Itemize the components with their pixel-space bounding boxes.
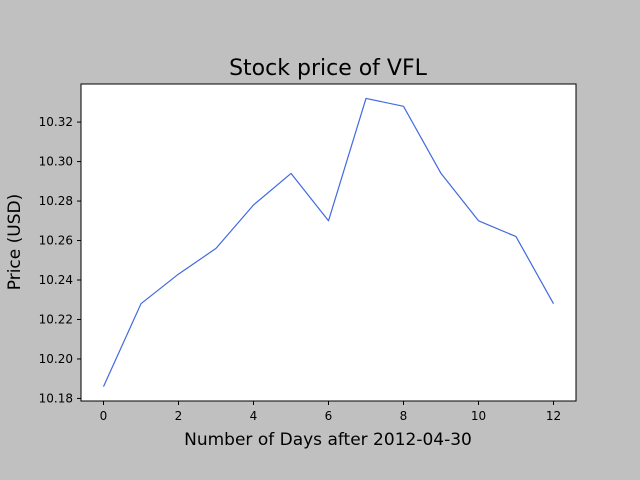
y-tick-label: 10.18 xyxy=(39,391,73,405)
y-tick-label: 10.28 xyxy=(39,194,73,208)
plot-area xyxy=(80,83,577,402)
y-tick-label: 10.32 xyxy=(39,115,73,129)
x-tick-label: 4 xyxy=(250,409,258,423)
x-tick-label: 8 xyxy=(400,409,408,423)
x-tick-label: 12 xyxy=(546,409,561,423)
y-tick-label: 10.22 xyxy=(39,312,73,326)
series-layer xyxy=(102,97,555,387)
x-tick-label: 0 xyxy=(100,409,108,423)
x-tick-label: 2 xyxy=(175,409,183,423)
y-tick-label: 10.24 xyxy=(39,273,73,287)
series-line xyxy=(102,97,555,387)
y-axis: 10.18 10.20 10.22 10.24 10.26 10.28 10.30 10.32 xyxy=(39,115,81,405)
y-tick-label: 10.20 xyxy=(39,352,73,366)
y-axis-label: Price (USD) xyxy=(5,194,25,290)
x-axis-label: Number of Days after 2012-04-30 xyxy=(184,430,472,450)
x-tick-label: 10 xyxy=(471,409,486,423)
x-axis: 0 2 4 6 8 10 12 xyxy=(100,401,561,423)
chart-title: Stock price of VFL xyxy=(229,56,428,81)
y-tick-label: 10.30 xyxy=(39,155,73,169)
y-tick-label: 10.26 xyxy=(39,234,73,248)
x-tick-label: 6 xyxy=(325,409,333,423)
